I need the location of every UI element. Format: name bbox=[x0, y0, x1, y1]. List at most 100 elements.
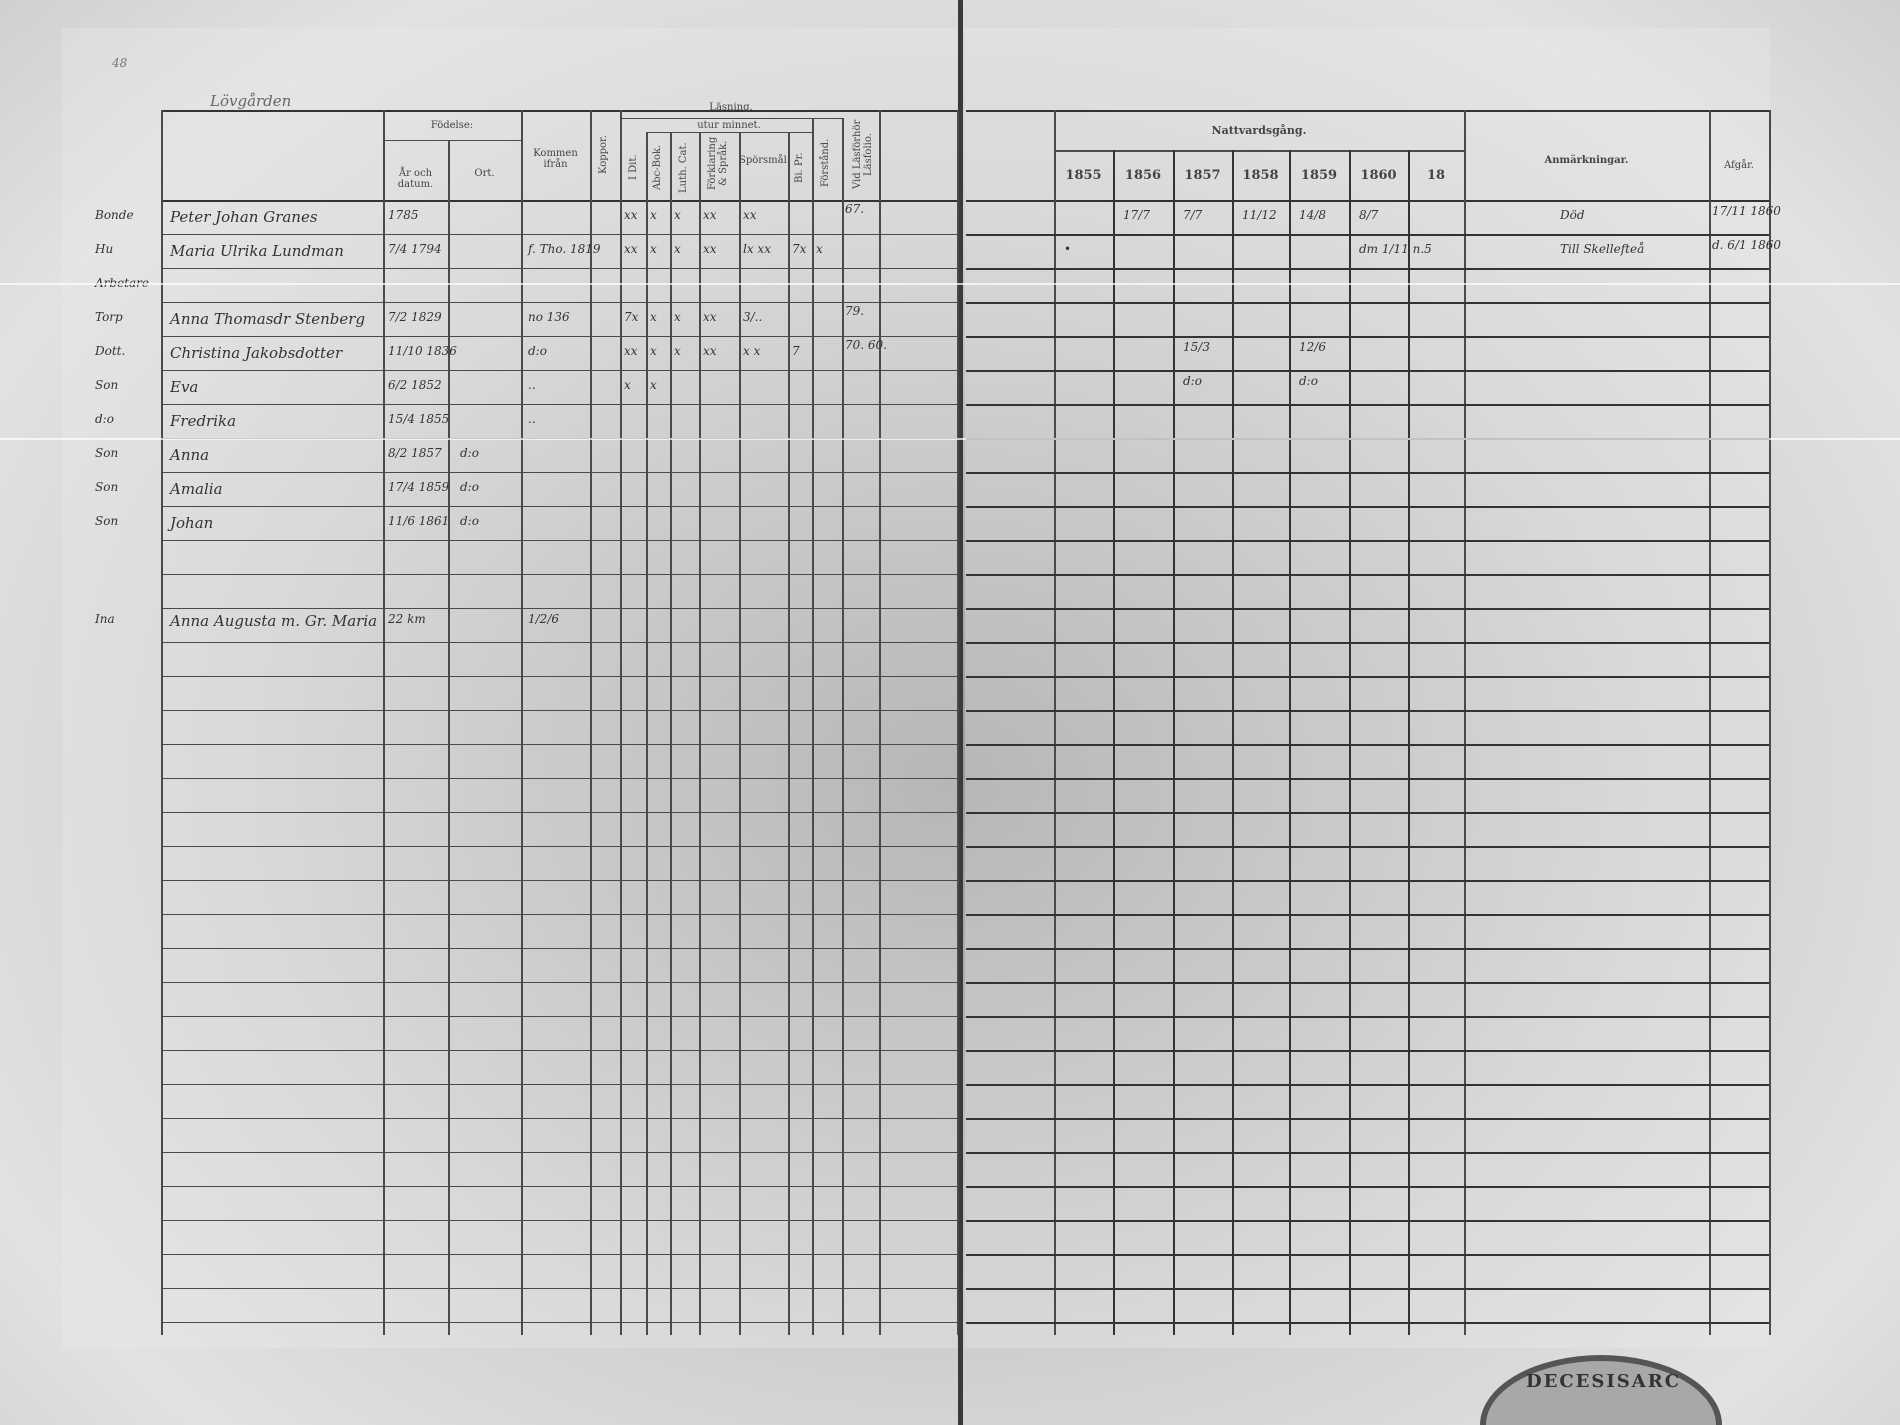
header-i-dit: I Dit. bbox=[628, 154, 639, 181]
rule-line bbox=[966, 608, 1769, 610]
stamp-text: DECESISARC bbox=[1526, 1371, 1682, 1392]
rule-line bbox=[161, 778, 957, 779]
rule-line bbox=[966, 200, 1769, 202]
rule-line bbox=[966, 914, 1769, 916]
rule-line bbox=[966, 370, 1769, 372]
rule-line bbox=[966, 948, 1769, 950]
rule-line bbox=[620, 118, 842, 119]
row-birth: 1785 bbox=[388, 208, 419, 222]
header-bi-pr: Bi. Pr. bbox=[794, 152, 805, 183]
row-name: Anna Thomasdr Stenberg bbox=[170, 310, 366, 328]
row-birth: 11/6 1861 bbox=[388, 514, 450, 528]
row-title: Ina bbox=[95, 612, 115, 626]
rule-line bbox=[161, 948, 957, 949]
book-spine bbox=[958, 0, 963, 1425]
year-header: 1859 bbox=[1300, 168, 1338, 183]
rule-line bbox=[590, 110, 592, 1335]
rule-line bbox=[842, 118, 844, 1335]
row-name: Maria Ulrika Lundman bbox=[170, 242, 344, 260]
row-name: Johan bbox=[170, 514, 214, 532]
rule-line bbox=[161, 1254, 957, 1255]
rule-line bbox=[966, 404, 1769, 406]
rule-line bbox=[161, 200, 957, 202]
row-reading-mark: x bbox=[674, 344, 681, 358]
header-anmarkningar: Anmärkningar. bbox=[1544, 155, 1629, 166]
header-lasforhor: Vid Läsförhör Läsfolio. bbox=[852, 119, 874, 190]
rule-line bbox=[161, 744, 957, 745]
row-title: Son bbox=[95, 514, 119, 528]
rule-line bbox=[699, 132, 701, 1335]
row-name: Amalia bbox=[170, 480, 223, 498]
row-reading-mark: xx bbox=[703, 208, 717, 222]
rule-line bbox=[161, 914, 957, 915]
rule-line bbox=[966, 1322, 1769, 1324]
row-reading-mark: xx bbox=[624, 208, 638, 222]
rule-line bbox=[1232, 150, 1234, 1335]
row-reading-mark: x bbox=[674, 310, 681, 324]
year-header: 18 bbox=[1426, 168, 1446, 183]
header-nattvardsgang: Nattvardsgång. bbox=[1211, 124, 1307, 137]
row-reading-mark: xx bbox=[624, 344, 638, 358]
header-ort: Ort. bbox=[474, 168, 495, 179]
rule-line bbox=[161, 982, 957, 983]
rule-line bbox=[161, 110, 957, 112]
rule-line bbox=[966, 234, 1769, 236]
rule-line bbox=[161, 710, 957, 711]
communion-entry: 11/12 bbox=[1242, 208, 1277, 222]
rule-line bbox=[739, 132, 741, 1335]
row-reading-mark: x bbox=[650, 378, 657, 392]
row-title: Bonde bbox=[95, 208, 134, 222]
row-title: Son bbox=[95, 446, 119, 460]
row-reading-mark: xx bbox=[703, 310, 717, 324]
row-reading-mark: x bbox=[650, 310, 657, 324]
row-name: Christina Jakobsdotter bbox=[170, 344, 343, 362]
rule-line bbox=[161, 846, 957, 847]
header-forstand: Förstånd. bbox=[820, 138, 831, 187]
row-title: Dott. bbox=[95, 344, 126, 358]
rule-line bbox=[161, 336, 957, 337]
rule-line bbox=[161, 268, 957, 269]
archive-stamp: DECESISARC bbox=[1480, 1355, 1722, 1425]
rule-line bbox=[1054, 150, 1464, 152]
rule-line bbox=[966, 812, 1769, 814]
row-place: d:o bbox=[460, 514, 479, 528]
rule-line bbox=[161, 1220, 957, 1221]
rule-line bbox=[161, 1152, 957, 1153]
row-from: no 136 bbox=[528, 310, 570, 324]
year-header: 1856 bbox=[1124, 168, 1162, 183]
rule-line bbox=[1054, 110, 1056, 1335]
communion-entry: • bbox=[1064, 242, 1072, 256]
rule-line bbox=[1709, 110, 1711, 1335]
rule-line bbox=[966, 302, 1769, 304]
rule-line bbox=[161, 1016, 957, 1017]
rule-line bbox=[966, 710, 1769, 712]
farm-name: Lövgården bbox=[210, 92, 292, 110]
row-reading-mark: x bbox=[650, 208, 657, 222]
row-from: d:o bbox=[528, 344, 547, 358]
rule-line bbox=[966, 744, 1769, 746]
rule-line bbox=[161, 1118, 957, 1119]
row-reading-mark: xx bbox=[703, 344, 717, 358]
rule-line bbox=[1769, 110, 1771, 1335]
row-place: d:o bbox=[460, 480, 479, 494]
rule-line bbox=[161, 574, 957, 575]
rule-line bbox=[1349, 150, 1351, 1335]
header-utur-minnet: utur minnet. bbox=[697, 120, 761, 131]
left-page bbox=[62, 28, 957, 1348]
row-name: Fredrika bbox=[170, 412, 237, 430]
rule-line bbox=[966, 472, 1769, 474]
row-birth: 7/2 1829 bbox=[388, 310, 442, 324]
row-from: 1/2/6 bbox=[528, 612, 559, 626]
row-folio: 67. bbox=[845, 202, 865, 216]
communion-entry: 14/8 bbox=[1299, 208, 1326, 222]
communion-entry: d:o bbox=[1183, 374, 1202, 388]
row-reading-mark: x bbox=[650, 242, 657, 256]
rule-line bbox=[966, 778, 1769, 780]
row-reading-mark: lx xx bbox=[743, 242, 771, 256]
row-reading-mark: 7x bbox=[624, 310, 639, 324]
rule-line bbox=[1464, 110, 1466, 1335]
header-lasning: Läsning. bbox=[709, 102, 753, 113]
rule-line bbox=[383, 110, 385, 1335]
rule-line bbox=[966, 1050, 1769, 1052]
